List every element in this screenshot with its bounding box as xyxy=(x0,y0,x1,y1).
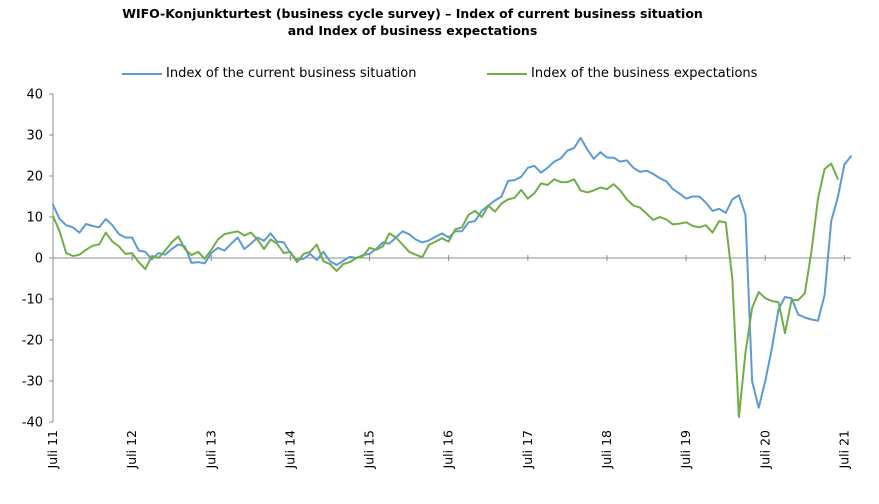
series-line-expectations xyxy=(52,162,839,419)
x-tick-label: Juli 13 xyxy=(203,430,218,469)
x-tick-label: Juli 20 xyxy=(757,430,772,469)
legend-item-current-situation: Index of the current business situation xyxy=(122,66,416,81)
y-tick-label: 0 xyxy=(35,252,43,267)
chart-title: WIFO-Konjunkturtest (business cycle surv… xyxy=(0,5,825,39)
y-tick-label: -30 xyxy=(22,375,43,390)
legend-label-current-situation: Index of the current business situation xyxy=(166,66,417,81)
x-tick-label: Juli 19 xyxy=(678,430,693,469)
y-tick-label: -20 xyxy=(22,334,43,349)
y-tick-label: 30 xyxy=(26,129,43,144)
x-tick-label: Juli 14 xyxy=(282,430,297,469)
y-tick-label: 40 xyxy=(26,88,43,103)
legend-swatch-expectations xyxy=(487,72,527,75)
x-tick-label: Juli 12 xyxy=(124,430,139,469)
legend-item-expectations: Index of the business expectations xyxy=(487,66,757,81)
x-tick-label: Juli 21 xyxy=(836,430,851,469)
chart-series-lines xyxy=(52,136,852,419)
y-tick-label: -10 xyxy=(22,293,43,308)
x-tick-label: Juli 17 xyxy=(520,430,535,469)
y-tick-label: -40 xyxy=(22,416,43,431)
chart-title-line-2: and Index of business expectations xyxy=(287,23,538,38)
legend-label-expectations: Index of the business expectations xyxy=(531,66,758,81)
x-tick-label: Juli 15 xyxy=(362,430,377,469)
y-tick-label: 20 xyxy=(26,170,43,185)
chart-title-line-1: WIFO-Konjunkturtest (business cycle surv… xyxy=(122,6,703,21)
x-tick-label: Juli 18 xyxy=(599,430,614,469)
x-tick-label: Juli 11 xyxy=(45,430,60,469)
chart-legend: Index of the current business situation … xyxy=(0,66,879,84)
legend-swatch-current-situation xyxy=(122,72,162,75)
x-tick-label: Juli 16 xyxy=(441,430,456,469)
y-tick-label: 10 xyxy=(26,211,43,226)
